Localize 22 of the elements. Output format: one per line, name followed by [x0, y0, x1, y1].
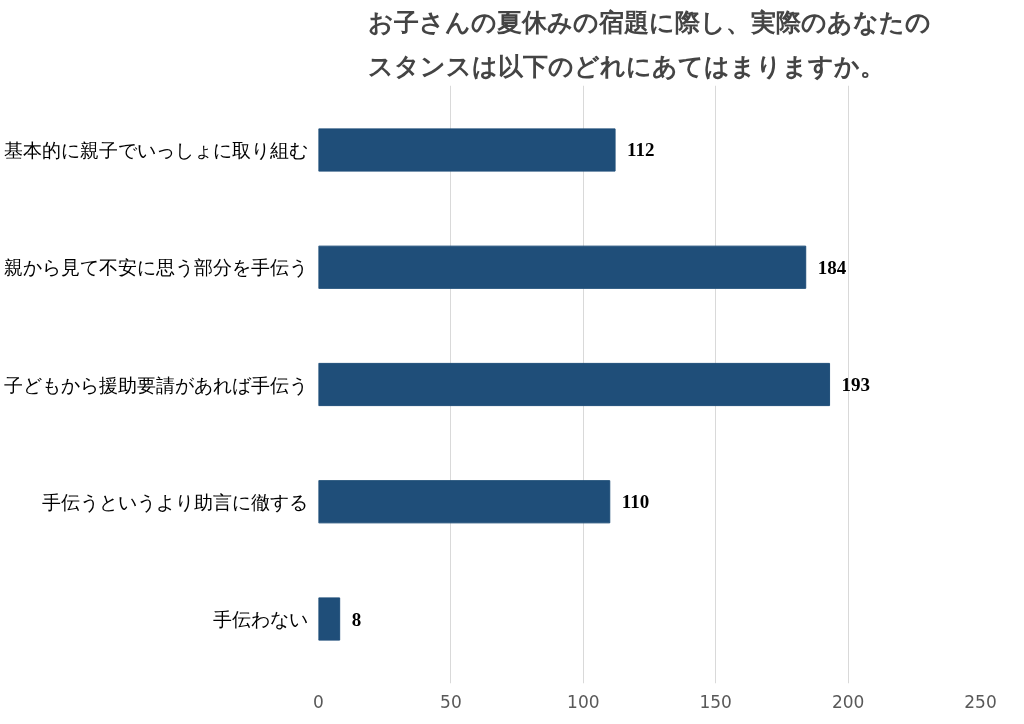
x-tick-label: 50 [440, 691, 462, 712]
y-tick-label: 基本的に親子でいっしょに取り組む [3, 138, 308, 161]
data-label: 184 [817, 256, 847, 278]
x-tick-label: 200 [831, 691, 865, 712]
data-label: 112 [627, 139, 655, 161]
y-tick-label: 手伝わない [212, 608, 308, 631]
x-tick-label: 250 [964, 691, 997, 712]
bar [318, 362, 831, 407]
x-tick-label: 0 [313, 691, 324, 712]
y-tick-label: 手伝うというより助言に徹する [41, 490, 308, 513]
bar [318, 245, 807, 289]
y-tick-label: 親から見て不安に思う部分を手伝う [3, 256, 308, 279]
chart-title: お子さんの夏休みの宿題に際し、実際のあなたのスタンスは以下のどれにあてはまりますか。 [368, 8, 931, 81]
data-label: 8 [351, 608, 362, 630]
data-label: 110 [621, 491, 650, 513]
data-label: 193 [841, 374, 871, 395]
x-tick-label: 150 [699, 691, 732, 712]
bar [318, 128, 616, 172]
x-tick-label: 100 [567, 691, 600, 712]
y-tick-label: 子どもから援助要請があれば手伝う [3, 373, 308, 396]
bar [318, 597, 341, 641]
bar [318, 480, 611, 524]
